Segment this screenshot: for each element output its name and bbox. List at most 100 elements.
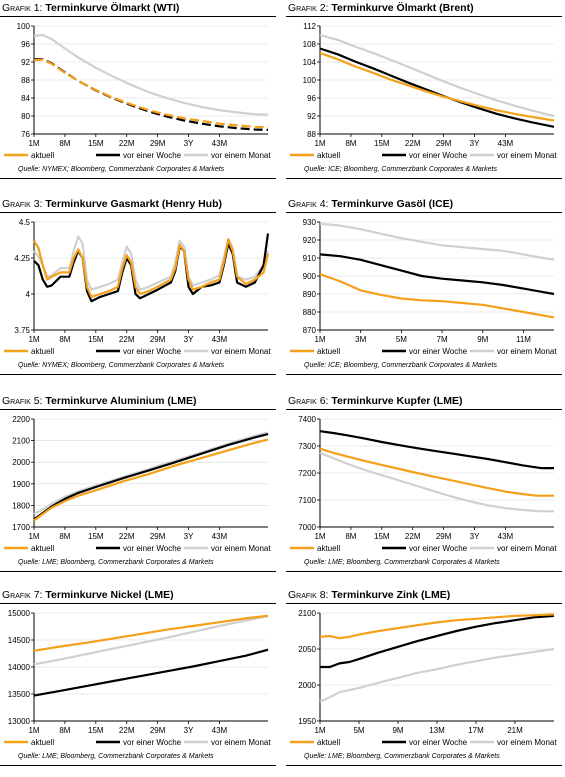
y-tick-label: 7300: [298, 442, 316, 451]
x-tick-label: 1M: [28, 532, 39, 541]
source-note: Quelle: LME; Bloomberg, Commerzbank Corp…: [18, 559, 214, 566]
y-tick-label: 1900: [12, 480, 30, 489]
chart-panel-7: Grafik 7: Terminkurve Nickel (LME) 13000 1…: [0, 587, 276, 777]
y-tick-label: 104: [303, 58, 317, 67]
legend-label: vor einer Woche: [123, 151, 182, 160]
chart-title-text: Terminkurve Kupfer (LME): [331, 395, 463, 407]
source-note: Quelle: LME; Bloomberg, Commerzbank Corp…: [18, 753, 214, 760]
chart-number: Grafik 4:: [288, 198, 329, 210]
series-line-vor-einem-monat: [319, 222, 555, 261]
y-tick-label: 1800: [12, 501, 30, 510]
x-tick-label: 22M: [119, 726, 135, 735]
x-tick-label: 3Y: [184, 532, 194, 541]
series-line-aktuell: [319, 51, 555, 122]
y-tick-label: 88: [21, 76, 30, 85]
legend-label: aktuell: [31, 347, 54, 356]
y-tick-label: 3.75: [14, 326, 30, 335]
series-line-vor-einem-monat: [319, 33, 555, 118]
legend-label: vor einem Monat: [211, 151, 271, 160]
legend-label: aktuell: [31, 738, 54, 747]
chart-panel-5: Grafik 5: Terminkurve Aluminium (LME) 170…: [0, 393, 276, 583]
y-tick-label: 13000: [8, 717, 31, 726]
x-tick-label: 8M: [345, 532, 356, 541]
x-tick-label: 17M: [468, 726, 484, 735]
chart-title: Grafik 1: Terminkurve Ölmarkt (WTI): [2, 2, 179, 14]
chart-number: Grafik 3:: [2, 198, 43, 210]
y-tick-label: 7200: [298, 469, 316, 478]
chart-panel-4: Grafik 4: Terminkurve Gasöl (ICE) 870 880 8…: [286, 196, 562, 386]
legend-label: aktuell: [317, 544, 340, 553]
y-tick-label: 100: [17, 22, 31, 31]
bottom-rule: [0, 765, 276, 766]
y-tick-label: 108: [303, 40, 317, 49]
x-tick-label: 29M: [436, 532, 452, 541]
y-tick-label: 1950: [298, 717, 316, 726]
chart-title-text: Terminkurve Gasöl (ICE): [331, 198, 454, 210]
chart-number: Grafik 7:: [2, 589, 43, 601]
series-line-aktuell: [33, 614, 269, 652]
x-tick-label: 15M: [88, 139, 104, 148]
x-tick-label: 1M: [28, 139, 39, 148]
source-note: Quelle: ICE; Bloomberg, Commerzbank Corp…: [304, 166, 497, 173]
x-tick-label: 8M: [59, 726, 70, 735]
chart-title-text: Terminkurve Nickel (LME): [45, 589, 174, 601]
legend-label: vor einem Monat: [211, 347, 271, 356]
series-line-vor-einem-monat: [33, 615, 269, 666]
chart-title: Grafik 8: Terminkurve Zink (LME): [288, 589, 450, 601]
x-tick-label: 29M: [150, 532, 166, 541]
x-tick-label: 43M: [498, 139, 514, 148]
series-line-aktuell: [33, 238, 270, 298]
x-tick-label: 5M: [396, 335, 407, 344]
top-rule: [0, 603, 276, 604]
source-note: Quelle: ICE; Bloomberg, Commerzbank Corp…: [304, 362, 497, 369]
line-chart: 7000 7100 7200 7300 7400 1M 8M 15M 22M 29M 3Y 43M ak…: [290, 415, 557, 553]
series-line-vor-einem-monat: [319, 451, 554, 513]
x-tick-label: 3Y: [184, 139, 194, 148]
y-tick-label: 13500: [8, 690, 31, 699]
y-tick-label: 96: [307, 94, 316, 103]
legend-label: vor einer Woche: [409, 151, 468, 160]
legend-label: vor einer Woche: [123, 347, 182, 356]
x-tick-label: 8M: [59, 532, 70, 541]
x-tick-label: 22M: [119, 532, 135, 541]
y-tick-label: 900: [303, 272, 317, 281]
chart-title-text: Terminkurve Gasmarkt (Henry Hub): [45, 198, 222, 210]
legend-label: vor einer Woche: [409, 544, 468, 553]
y-tick-label: 2000: [298, 681, 316, 690]
series-line-aktuell: [319, 273, 555, 319]
y-tick-label: 890: [303, 290, 317, 299]
series-line-vor-einer-woche: [34, 58, 269, 131]
x-tick-label: 3Y: [470, 139, 480, 148]
bottom-rule: [286, 765, 562, 766]
y-tick-label: 96: [21, 40, 30, 49]
top-rule: [286, 409, 562, 410]
chart-title: Grafik 6: Terminkurve Kupfer (LME): [288, 395, 462, 407]
y-tick-label: 92: [307, 112, 316, 121]
y-tick-label: 2200: [12, 415, 30, 424]
series-line-aktuell: [319, 613, 555, 640]
chart-number: Grafik 6:: [288, 395, 329, 407]
x-tick-label: 15M: [88, 532, 104, 541]
top-rule: [286, 16, 562, 17]
legend-label: vor einem Monat: [497, 347, 557, 356]
x-tick-label: 22M: [405, 532, 421, 541]
x-tick-label: 8M: [345, 139, 356, 148]
x-tick-label: 1M: [28, 726, 39, 735]
chart-number: Grafik 1:: [2, 2, 43, 14]
chart-title: Grafik 3: Terminkurve Gasmarkt (Henry Hu…: [2, 198, 222, 210]
y-tick-label: 14000: [8, 663, 31, 672]
line-chart: 870 880 890 900 910 920 930 1M 3M 5M 7M 9M 11M aktuel…: [290, 218, 557, 356]
bottom-rule: [286, 178, 562, 179]
x-tick-label: 8M: [59, 139, 70, 148]
series-line-vor-einem-monat: [33, 33, 269, 116]
legend-label: aktuell: [31, 544, 54, 553]
legend-label: vor einem Monat: [497, 738, 557, 747]
line-chart: 88 92 96 100 104 108 112 1M 8M 15M 22M 29M 3Y 43M aktu…: [290, 22, 557, 160]
y-tick-label: 15000: [8, 609, 31, 618]
y-tick-label: 2000: [12, 458, 30, 467]
x-tick-label: 22M: [119, 139, 135, 148]
x-tick-label: 3Y: [184, 726, 194, 735]
top-rule: [286, 603, 562, 604]
x-tick-label: 8M: [59, 335, 70, 344]
x-tick-label: 43M: [212, 139, 228, 148]
